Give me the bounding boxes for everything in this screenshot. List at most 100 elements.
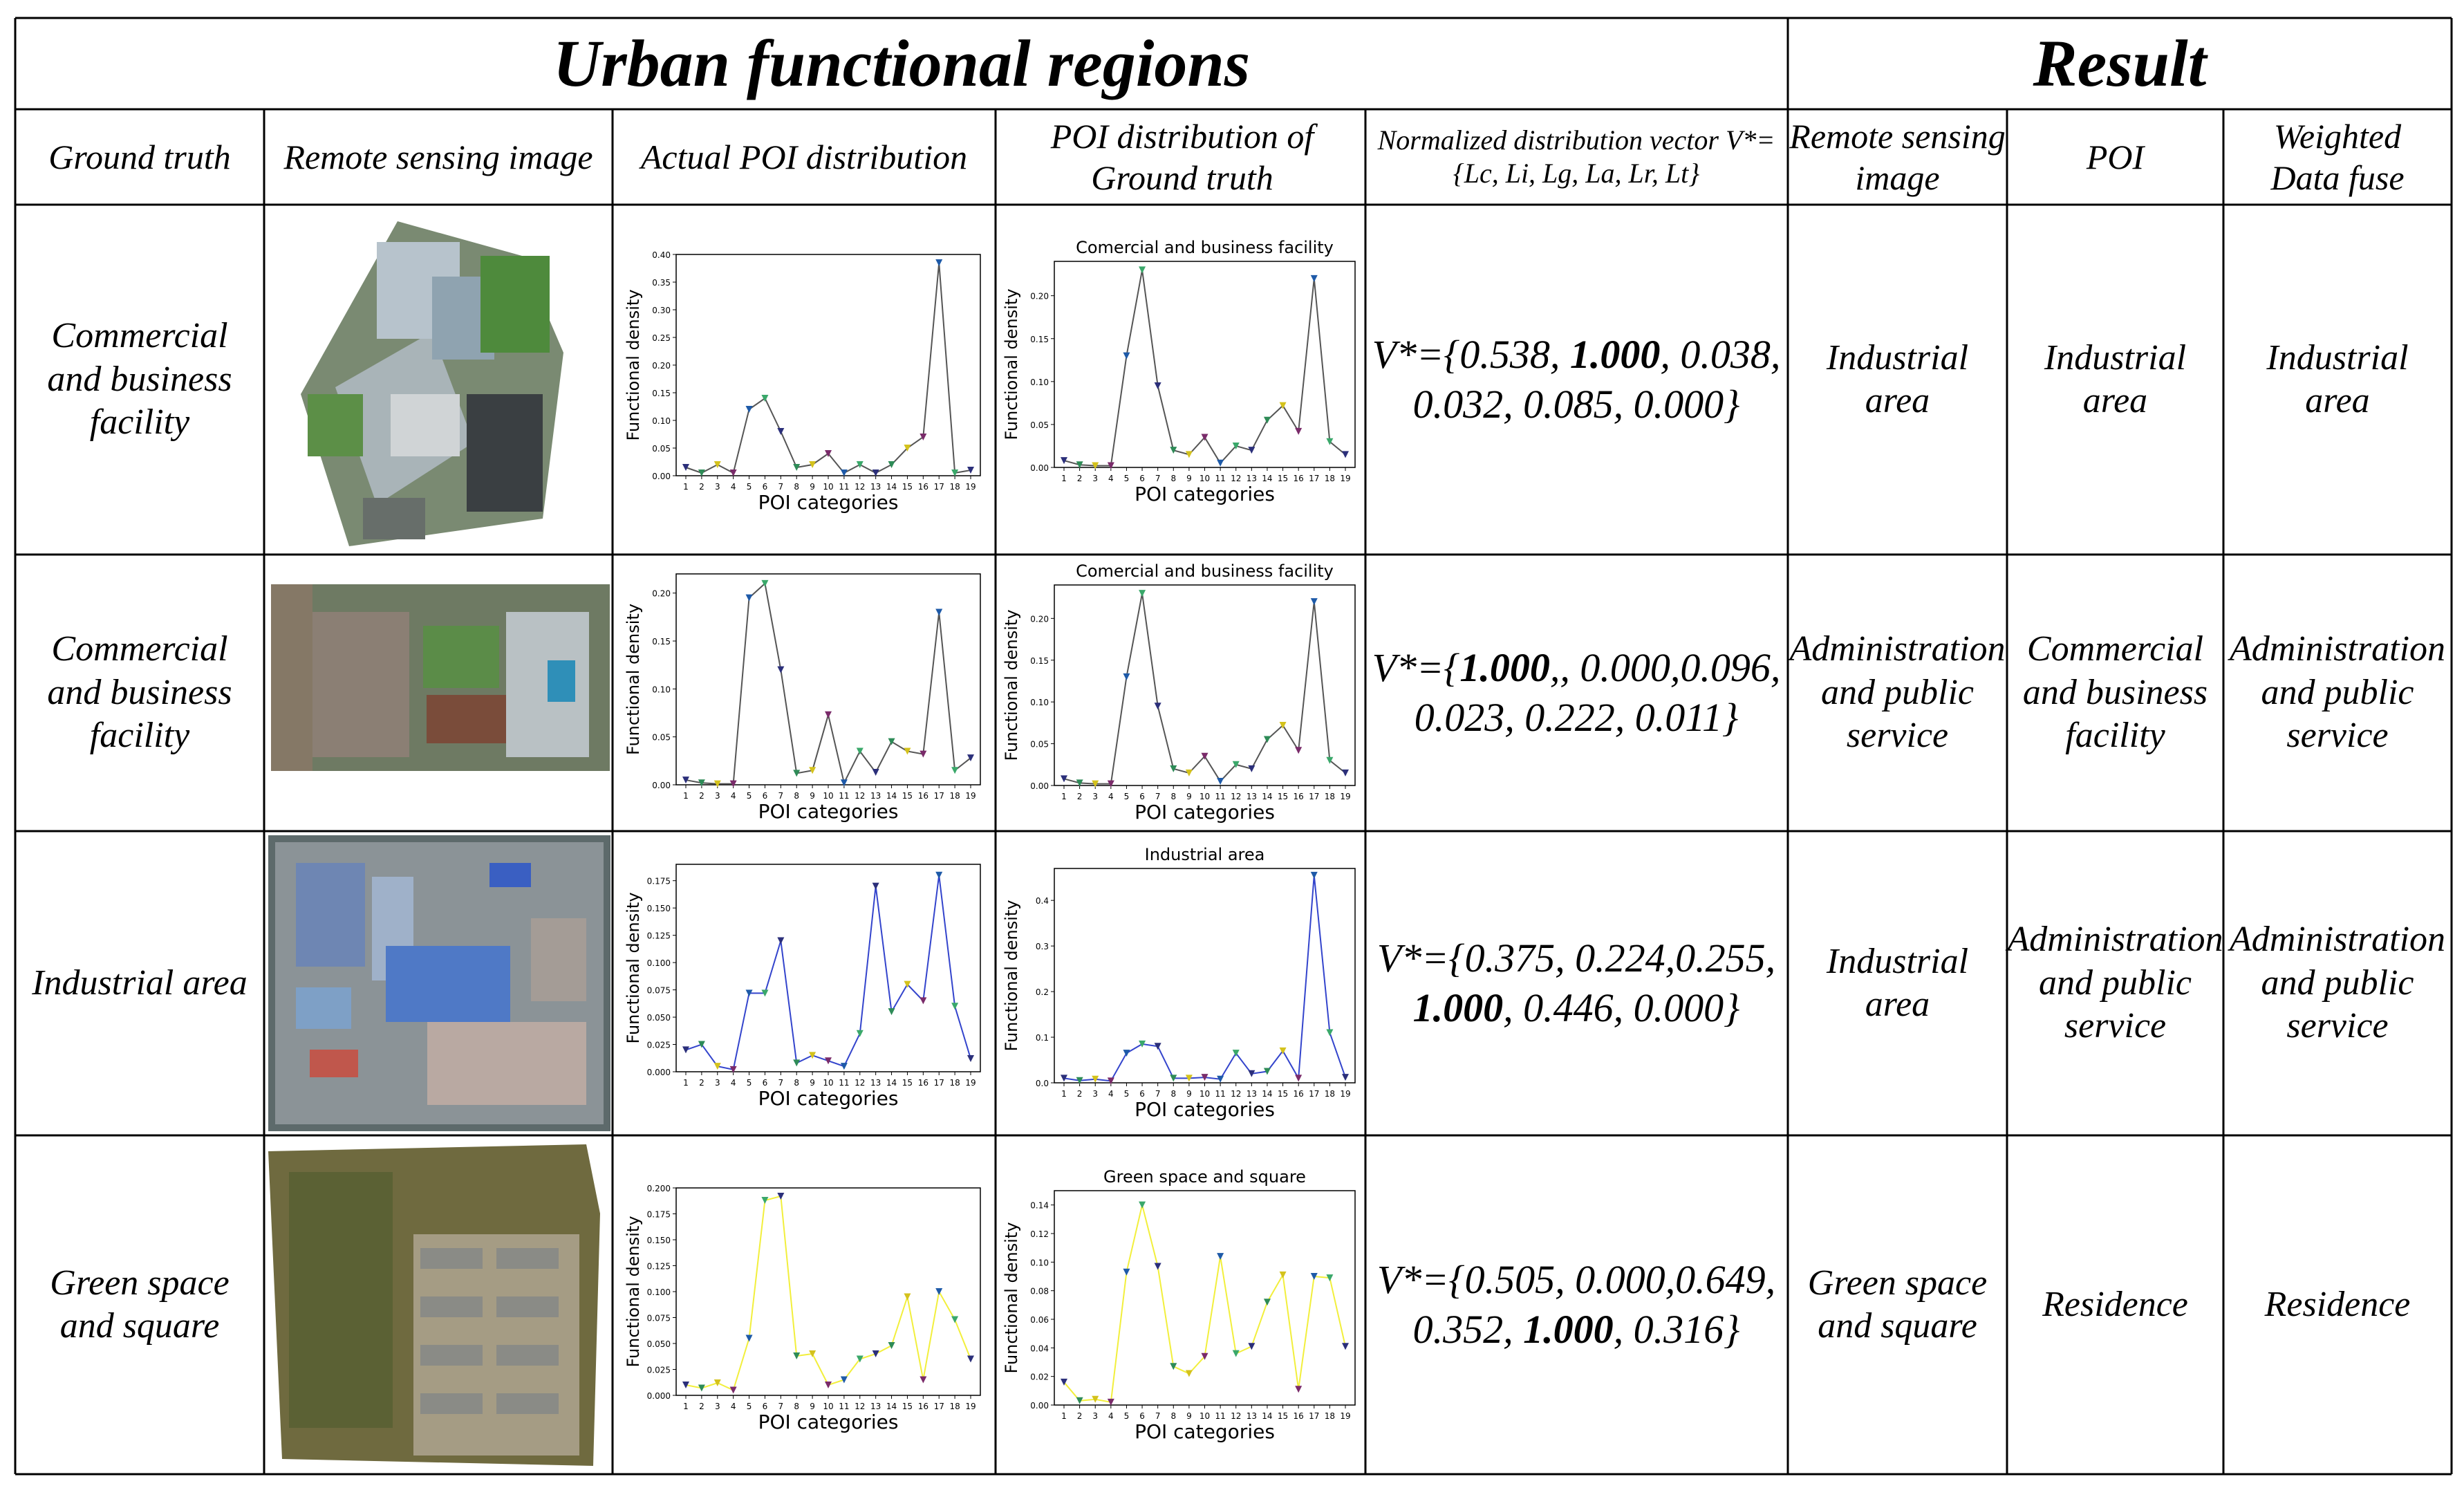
x-tick-label: 19 xyxy=(1340,1089,1350,1099)
data-point xyxy=(745,594,753,602)
x-tick-label: 1 xyxy=(1061,792,1067,801)
x-tick-label: 18 xyxy=(1325,1411,1335,1421)
y-tick-label: 0.200 xyxy=(647,1184,671,1193)
x-tick-label: 10 xyxy=(823,1402,833,1411)
data-point xyxy=(1092,1395,1099,1403)
data-point xyxy=(1092,1075,1099,1083)
chart-title: Industrial area xyxy=(1145,845,1265,864)
x-tick-label: 1 xyxy=(1061,1411,1067,1421)
x-tick-label: 18 xyxy=(949,1402,960,1411)
x-tick-label: 1 xyxy=(683,1402,689,1411)
data-point xyxy=(729,1386,737,1394)
header-result-fuse: Weighted Data fuse xyxy=(2270,117,2405,197)
y-tick-label: 0.150 xyxy=(647,904,671,913)
y-tick-label: 0.40 xyxy=(652,250,671,260)
data-point xyxy=(682,464,689,471)
row4-result-fuse: Residence xyxy=(2264,1284,2411,1324)
data-point xyxy=(713,1063,721,1070)
x-tick-label: 7 xyxy=(1155,1089,1161,1099)
data-point xyxy=(1123,1050,1130,1057)
data-point xyxy=(1279,402,1287,409)
data-point xyxy=(1185,1075,1193,1082)
x-tick-label: 1 xyxy=(683,1078,689,1088)
data-point xyxy=(967,754,974,762)
vector-max-value: 1.000 xyxy=(1459,644,1550,690)
data-point xyxy=(1061,1075,1067,1082)
x-axis-label: POI categories xyxy=(1135,801,1275,824)
x-tick-label: 10 xyxy=(823,482,833,492)
data-point xyxy=(1310,871,1318,879)
data-point xyxy=(1061,1378,1067,1386)
data-point xyxy=(1107,780,1114,788)
x-tick-label: 12 xyxy=(1231,1089,1241,1099)
data-point xyxy=(872,469,879,476)
data-point xyxy=(1107,462,1114,469)
x-tick-label: 15 xyxy=(902,1078,913,1088)
x-tick-label: 11 xyxy=(1215,792,1225,801)
data-point xyxy=(1342,1074,1349,1081)
row4-result-rs: Green space and square xyxy=(1807,1263,1988,1346)
data-point xyxy=(840,1063,848,1070)
x-tick-label: 18 xyxy=(949,482,960,492)
data-point xyxy=(745,989,753,997)
x-tick-label: 19 xyxy=(1340,474,1350,483)
data-point xyxy=(809,1350,816,1357)
x-tick-label: 12 xyxy=(855,1078,865,1088)
data-point xyxy=(777,937,785,945)
data-point xyxy=(1217,1253,1224,1261)
x-tick-label: 8 xyxy=(794,1078,799,1088)
x-tick-label: 6 xyxy=(1139,1089,1145,1099)
data-point xyxy=(1217,777,1224,785)
x-tick-label: 18 xyxy=(1325,1089,1335,1099)
data-point xyxy=(1326,1274,1334,1282)
x-axis-label: POI categories xyxy=(758,1411,899,1433)
x-tick-label: 13 xyxy=(870,791,881,801)
x-tick-label: 7 xyxy=(778,791,784,801)
data-point xyxy=(777,1193,785,1200)
x-axis-label: POI categories xyxy=(1135,483,1275,505)
vector-text: , 0.316} xyxy=(1613,1307,1740,1352)
data-point xyxy=(920,434,927,440)
data-point xyxy=(920,997,927,1005)
x-tick-label: 13 xyxy=(1247,1089,1257,1099)
x-tick-label: 17 xyxy=(1309,792,1319,801)
y-tick-label: 0.125 xyxy=(647,1262,671,1272)
x-tick-label: 5 xyxy=(1124,792,1130,801)
x-tick-label: 10 xyxy=(823,1078,833,1088)
x-tick-label: 4 xyxy=(1108,1411,1114,1421)
data-point xyxy=(1185,769,1193,776)
y-tick-label: 0.25 xyxy=(652,333,671,343)
x-tick-label: 7 xyxy=(778,1402,784,1411)
vector-text: V*={0.375, 0.224,0.255, xyxy=(1376,935,1776,980)
data-point xyxy=(1154,703,1161,710)
row4-gt-poi-chart: Green space and square 0.00 0.02 0.04 0.06 0.… xyxy=(999,1163,1362,1448)
row1-ground-truth: Commercial and business facility xyxy=(47,316,232,443)
x-tick-label: 8 xyxy=(1170,792,1176,801)
data-point xyxy=(729,780,737,788)
header-result-rs: Remote sensing image xyxy=(1789,117,2006,197)
x-tick-label: 16 xyxy=(1294,1411,1304,1421)
vector-text: ,, 0.000,0.096, 0.023, 0.222, 0.011} xyxy=(1414,644,1781,741)
y-tick-label: 0.050 xyxy=(647,1339,671,1349)
x-tick-label: 15 xyxy=(1278,1411,1288,1421)
chart-title: Green space and square xyxy=(1103,1167,1306,1187)
data-point xyxy=(1092,462,1099,469)
row2-result-rs: Administration and public service xyxy=(1789,629,2006,756)
x-tick-label: 17 xyxy=(1309,1411,1319,1421)
data-point xyxy=(1279,1047,1287,1054)
y-tick-label: 0.3 xyxy=(1036,942,1049,951)
y-tick-label: 0.00 xyxy=(1030,781,1049,791)
y-tick-label: 0.075 xyxy=(647,986,671,996)
y-tick-label: 0.025 xyxy=(647,1366,671,1375)
x-tick-label: 9 xyxy=(1186,792,1192,801)
x-tick-label: 6 xyxy=(763,791,768,801)
x-tick-label: 19 xyxy=(1340,1411,1350,1421)
y-tick-label: 0.000 xyxy=(647,1391,671,1401)
x-tick-label: 9 xyxy=(810,1078,815,1088)
data-point xyxy=(888,1342,895,1349)
vector-text: V*={0.538, xyxy=(1372,331,1570,377)
data-point xyxy=(1170,765,1177,772)
row1-remote-sensing-image xyxy=(294,214,584,546)
x-tick-label: 8 xyxy=(794,1402,799,1411)
x-tick-label: 9 xyxy=(810,791,815,801)
